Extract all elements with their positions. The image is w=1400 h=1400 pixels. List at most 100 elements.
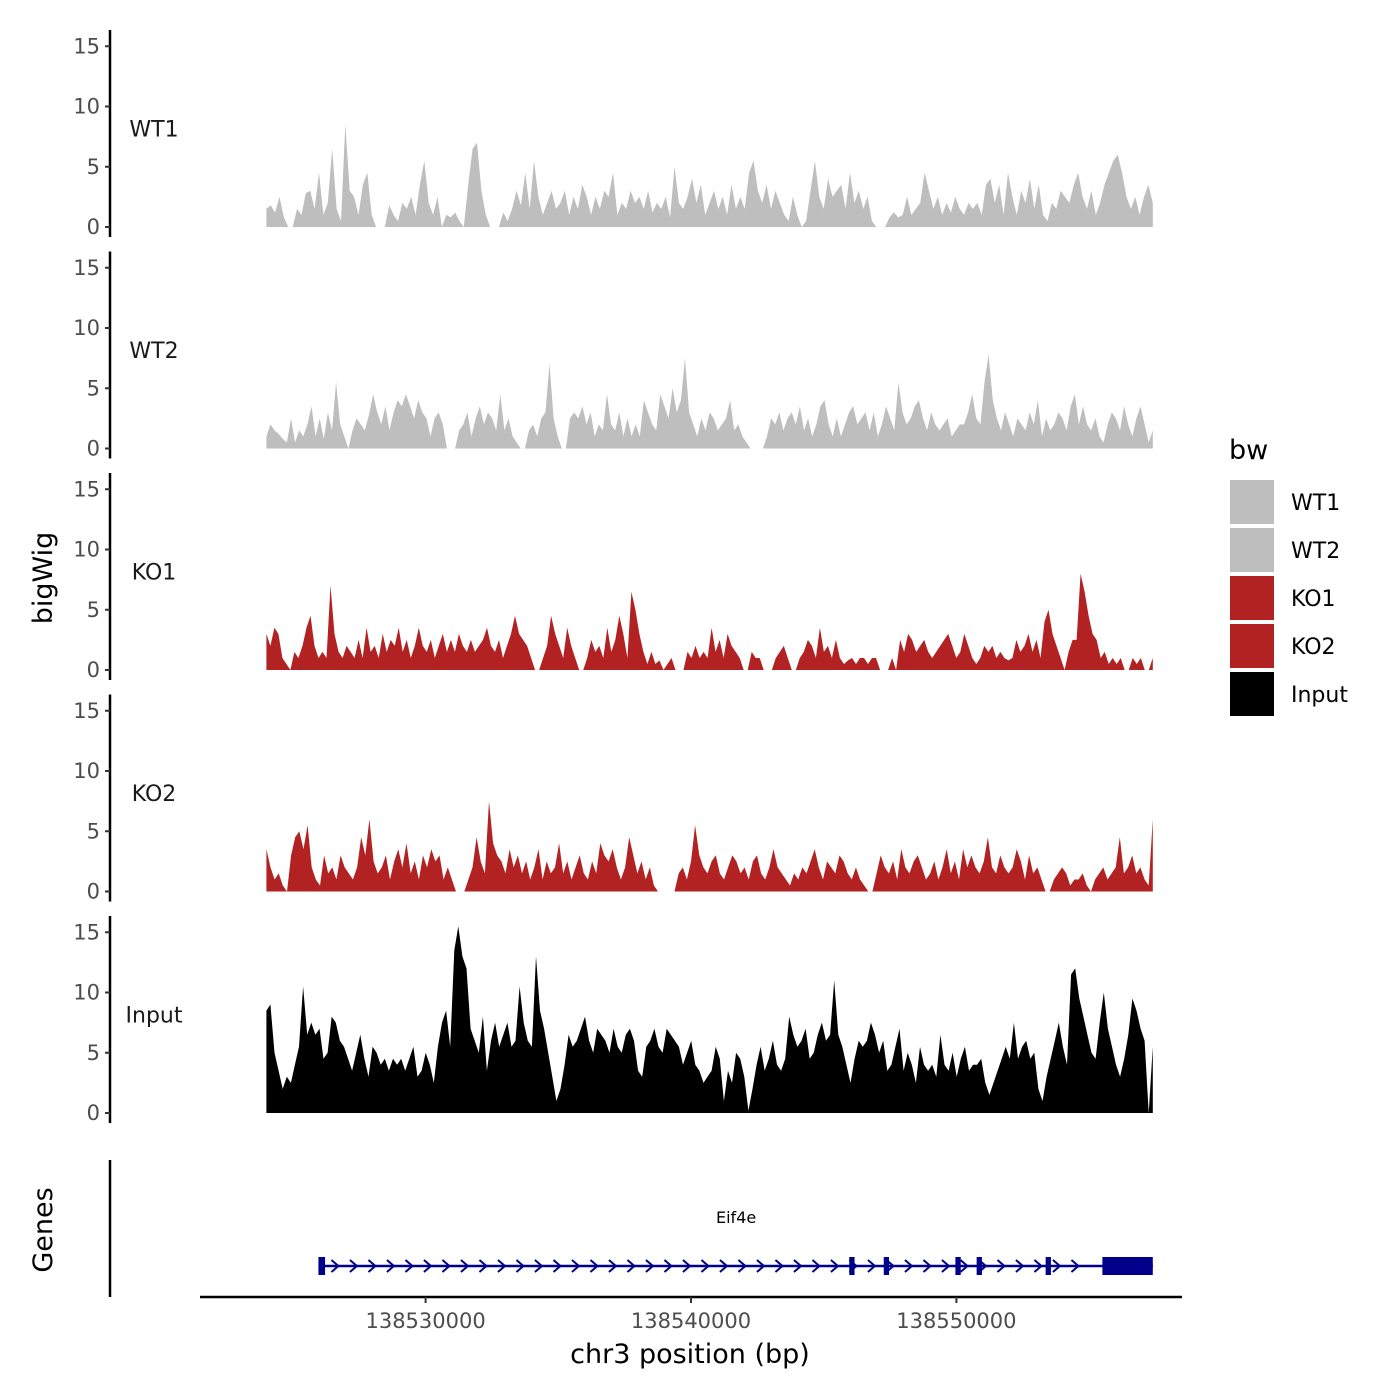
exon — [955, 1257, 961, 1275]
strand-arrow — [423, 1259, 433, 1273]
legend-label: Input — [1291, 683, 1348, 708]
exon — [883, 1257, 890, 1275]
y-tick-label: 0 — [87, 1101, 100, 1125]
strand-arrow — [534, 1259, 544, 1273]
genes-axis-title: Genes — [28, 1187, 59, 1272]
legend-title: bw — [1229, 435, 1268, 466]
x-tick-label: 138530000 — [365, 1309, 485, 1333]
y-tick-label: 10 — [73, 759, 100, 783]
series-area-input — [266, 926, 1153, 1113]
track-label: KO2 — [132, 782, 177, 807]
y-tick-label: 15 — [73, 34, 100, 58]
track-label: WT1 — [129, 118, 178, 143]
track-wt2: 0 5 10 15 WT2 — [73, 251, 1153, 461]
strand-arrow — [922, 1259, 932, 1273]
strand-arrow — [700, 1259, 710, 1273]
x-axis-title: chr3 position (bp) — [570, 1339, 810, 1370]
legend-item-wt1: WT1 — [1230, 480, 1340, 524]
strand-arrow — [552, 1259, 562, 1273]
exon — [976, 1257, 982, 1275]
y-tick-label: 15 — [73, 920, 100, 944]
y-tick-label: 10 — [73, 981, 100, 1005]
strand-arrow — [682, 1259, 692, 1273]
strand-arrow — [608, 1259, 618, 1273]
track-ko1: 0 5 10 15 KO1 — [73, 473, 1153, 682]
y-tick-label: 15 — [73, 699, 100, 723]
legend-item-ko1: KO1 — [1230, 576, 1336, 620]
exon — [1102, 1257, 1153, 1275]
y-axis-title: bigWig — [28, 532, 59, 625]
legend-item-wt2: WT2 — [1230, 528, 1340, 572]
series-area-wt2 — [266, 354, 1153, 449]
track-label: Input — [126, 1004, 183, 1029]
exon — [1045, 1257, 1051, 1275]
strand-arrow — [959, 1259, 969, 1273]
strand-arrow — [793, 1259, 803, 1273]
strand-arrow — [571, 1259, 581, 1273]
strand-arrow — [367, 1259, 377, 1273]
strand-arrow — [904, 1259, 914, 1273]
strand-arrow — [830, 1259, 840, 1273]
strand-arrow — [774, 1259, 784, 1273]
strand-arrow — [441, 1259, 451, 1273]
strand-arrow — [737, 1259, 747, 1273]
x-axis: 138530000 138540000 138550000 — [200, 1295, 1182, 1333]
legend-swatch — [1230, 672, 1274, 716]
y-tick-label: 5 — [87, 1041, 100, 1065]
strand-arrow — [756, 1259, 766, 1273]
legend: bw WT1 WT2 KO1 KO2 Input — [1229, 435, 1348, 716]
y-tick-label: 5 — [87, 155, 100, 179]
y-tick-label: 5 — [87, 598, 100, 622]
strand-arrow — [497, 1259, 507, 1273]
x-tick-label: 138540000 — [631, 1309, 751, 1333]
exon — [849, 1257, 855, 1275]
strand-arrow — [645, 1259, 655, 1273]
legend-label: KO2 — [1291, 635, 1336, 660]
y-tick-label: 10 — [73, 316, 100, 340]
strand-arrow — [515, 1259, 525, 1273]
genes-panel: Eif4e — [108, 1160, 1153, 1297]
track-wt1: 0 5 10 15 WT1 — [73, 30, 1153, 239]
legend-label: KO1 — [1291, 587, 1336, 612]
strand-arrow — [589, 1259, 599, 1273]
strand-arrow — [1052, 1259, 1062, 1273]
x-tick-label: 138550000 — [896, 1309, 1016, 1333]
series-area-ko2 — [266, 801, 1153, 892]
gene-eif4e: Eif4e — [318, 1208, 1153, 1275]
strand-arrow — [867, 1259, 877, 1273]
strand-arrow — [1015, 1259, 1025, 1273]
track-label: KO1 — [132, 561, 177, 586]
strand-arrow — [941, 1259, 951, 1273]
y-tick-label: 0 — [87, 658, 100, 682]
signal-tracks: 0 5 10 15 WT1 0 5 10 15 WT2 0 5 10 15 KO1 0 5 10 15 KO2 0 5 10… — [73, 30, 1153, 1125]
y-tick-label: 5 — [87, 376, 100, 400]
legend-item-input: Input — [1230, 672, 1348, 716]
strand-arrow — [330, 1259, 340, 1273]
strand-arrow — [1070, 1259, 1080, 1273]
strand-arrow — [996, 1259, 1006, 1273]
legend-swatch — [1230, 624, 1274, 668]
strand-arrow — [349, 1259, 359, 1273]
strand-arrow — [460, 1259, 470, 1273]
y-tick-label: 15 — [73, 256, 100, 280]
legend-item-ko2: KO2 — [1230, 624, 1336, 668]
legend-swatch — [1230, 576, 1274, 620]
strand-arrow — [478, 1259, 488, 1273]
strand-arrow — [626, 1259, 636, 1273]
track-input: 0 5 10 15 Input — [73, 916, 1153, 1125]
track-ko2: 0 5 10 15 KO2 — [73, 694, 1153, 904]
legend-swatch — [1230, 528, 1274, 572]
y-tick-label: 0 — [87, 215, 100, 239]
track-label: WT2 — [129, 339, 178, 364]
strand-arrow — [1033, 1259, 1043, 1273]
strand-arrow — [719, 1259, 729, 1273]
exon — [318, 1257, 326, 1275]
strand-arrow — [663, 1259, 673, 1273]
y-tick-label: 0 — [87, 437, 100, 461]
legend-swatch — [1230, 480, 1274, 524]
strand-arrow — [386, 1259, 396, 1273]
series-area-ko1 — [266, 573, 1153, 670]
y-tick-label: 0 — [87, 880, 100, 904]
y-tick-label: 15 — [73, 477, 100, 501]
